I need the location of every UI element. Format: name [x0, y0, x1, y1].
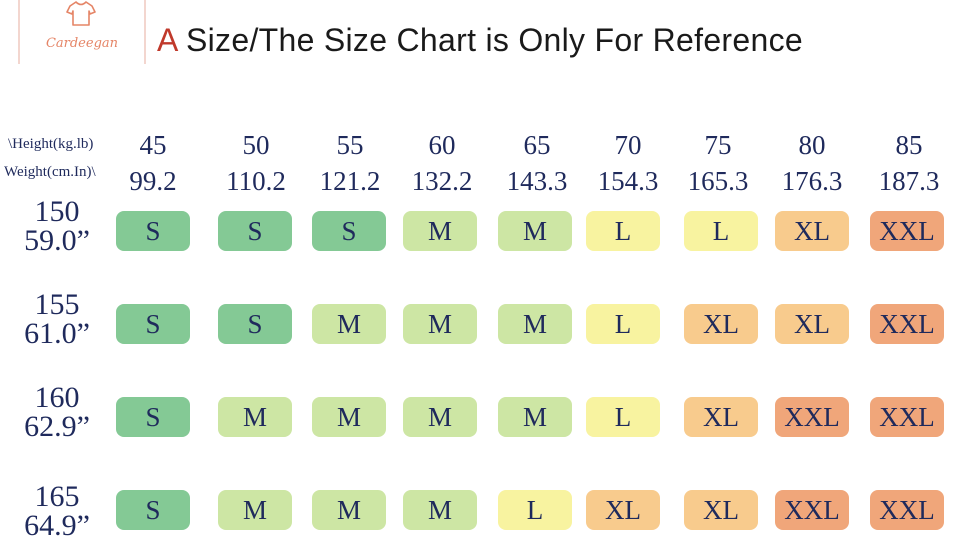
size-cell: M: [498, 304, 572, 344]
size-cell: S: [218, 304, 292, 344]
column-header-lb: 154.3: [597, 166, 659, 196]
size-cell: L: [498, 490, 572, 530]
size-cell: XL: [775, 211, 849, 251]
column-header-kg: 65: [523, 130, 551, 160]
row-header-cm: 155: [34, 288, 80, 321]
row-header-cm: 165: [34, 480, 80, 513]
size-cell: XXL: [775, 490, 849, 530]
row-header: 150 59.0”: [14, 195, 100, 257]
column-header-lb: 176.3: [781, 166, 843, 196]
size-cell: M: [498, 211, 572, 251]
row-header-cm: 160: [34, 381, 80, 414]
column-header-lb: 187.3: [878, 166, 940, 196]
column-header-lb: 121.2: [319, 166, 381, 196]
size-cell: S: [116, 397, 190, 437]
column-header-kg: 50: [242, 130, 270, 160]
size-cell: M: [403, 304, 477, 344]
size-cell: L: [684, 211, 758, 251]
row-header: 160 62.9”: [14, 381, 100, 443]
size-cell: M: [403, 397, 477, 437]
size-cell: L: [586, 211, 660, 251]
column-header-kg: 85: [895, 130, 923, 160]
size-cell: XL: [684, 304, 758, 344]
row-header-in: 59.0”: [24, 224, 90, 257]
corner-label-height: \Height(kg.lb): [8, 136, 94, 152]
size-cell: XL: [684, 397, 758, 437]
size-cell: M: [403, 490, 477, 530]
brand-name: Cardeegan: [45, 36, 119, 51]
page-title: Size/The Size Chart is Only For Referenc…: [186, 22, 803, 58]
size-cell: L: [586, 304, 660, 344]
corner-label-weight: Weight(cm.In)\: [4, 164, 96, 180]
column-header-kg: 45: [139, 130, 167, 160]
column-header-lb: 110.2: [226, 166, 286, 196]
column-header-lb: 132.2: [411, 166, 473, 196]
row-header: 155 61.0”: [14, 288, 100, 350]
size-cell: M: [312, 397, 386, 437]
row-header: 165 64.9”: [14, 480, 100, 541]
column-header-kg: 60: [428, 130, 456, 160]
column-header-lb: 143.3: [506, 166, 568, 196]
size-cell: S: [312, 211, 386, 251]
row-header-in: 62.9”: [24, 410, 90, 443]
size-cell: M: [498, 397, 572, 437]
size-cell: XXL: [870, 397, 944, 437]
size-cell: XXL: [870, 304, 944, 344]
size-cell: XL: [684, 490, 758, 530]
size-cell: XXL: [775, 397, 849, 437]
t-shirt-icon: [66, 1, 96, 26]
column-header-lb: 165.3: [687, 166, 749, 196]
size-cell: S: [116, 211, 190, 251]
column-header-kg: 80: [798, 130, 826, 160]
size-cell: XL: [775, 304, 849, 344]
size-cell: L: [586, 397, 660, 437]
size-cell: M: [312, 304, 386, 344]
brand-logo: Cardeegan: [18, 0, 146, 64]
size-cell: M: [403, 211, 477, 251]
row-header-cm: 150: [34, 195, 80, 228]
row-header-in: 61.0”: [24, 317, 90, 350]
size-cell: S: [218, 211, 292, 251]
size-cell: XXL: [870, 211, 944, 251]
column-header-lb: 99.2: [129, 166, 177, 196]
size-cell: XXL: [870, 490, 944, 530]
column-header-kg: 70: [614, 130, 642, 160]
title-accent: A: [157, 22, 179, 58]
size-cell: XL: [586, 490, 660, 530]
size-cell: M: [218, 490, 292, 530]
size-cell: S: [116, 490, 190, 530]
size-cell: S: [116, 304, 190, 344]
size-cell: M: [312, 490, 386, 530]
column-header-kg: 55: [336, 130, 364, 160]
column-header-kg: 75: [704, 130, 732, 160]
size-cell: M: [218, 397, 292, 437]
